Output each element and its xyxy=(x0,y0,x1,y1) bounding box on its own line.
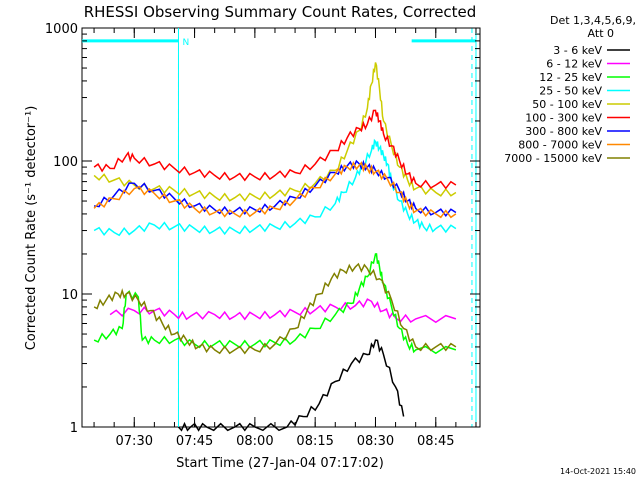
y-tick-label: 100 xyxy=(53,155,78,170)
legend-label: 800 - 7000 keV xyxy=(518,139,602,152)
legend-label: 300 - 800 keV xyxy=(525,125,602,138)
legend-label: 6 - 12 keV xyxy=(546,58,602,71)
series-line xyxy=(93,253,457,355)
legend-label: 12 - 25 keV xyxy=(539,71,602,84)
y-tick-label: 1 xyxy=(70,421,78,436)
x-tick-label: 07:45 xyxy=(176,434,213,449)
plot-frame xyxy=(81,27,481,428)
series-lines xyxy=(93,62,457,432)
x-tick-label: 08:45 xyxy=(417,434,454,449)
series-line xyxy=(93,262,457,355)
chart-title: RHESSI Observing Summary Count Rates, Co… xyxy=(84,3,477,21)
legend-label: 100 - 300 keV xyxy=(525,112,602,125)
x-tick-label: 08:00 xyxy=(236,434,273,449)
series-line xyxy=(177,339,405,432)
y-tick-label: 1000 xyxy=(45,22,78,37)
night-markers: N xyxy=(82,28,477,427)
series-line xyxy=(93,109,457,190)
series-line xyxy=(93,138,457,237)
x-tick-label: 08:30 xyxy=(357,434,394,449)
y-axis-label: Corrected Count Rate (s⁻¹ detector⁻¹) xyxy=(24,106,39,351)
night-label: N xyxy=(182,38,189,48)
series-line xyxy=(93,62,457,202)
legend-label: 7000 - 15000 keV xyxy=(504,152,602,165)
y-tick-label: 10 xyxy=(61,288,78,303)
plot-area xyxy=(81,27,481,428)
series-line xyxy=(93,161,457,219)
x-tick-label: 08:15 xyxy=(296,434,333,449)
legend-label: 3 - 6 keV xyxy=(553,44,602,57)
x-tick-label: 07:30 xyxy=(116,434,153,449)
series-line xyxy=(109,298,457,324)
legend-label: 25 - 50 keV xyxy=(539,85,602,98)
timestamp: 14-Oct-2021 15:40 xyxy=(560,467,636,476)
legend-header: Att 0 xyxy=(588,27,614,40)
legend-header: Det 1,3,4,5,6,9, xyxy=(550,14,636,27)
x-axis-label: Start Time (27-Jan-04 07:17:02) xyxy=(176,456,384,471)
axes: 1 10 100 1000 07:30 07:45 08:00 08:15 08:30 08:45 xyxy=(45,22,480,449)
legend-label: 50 - 100 keV xyxy=(532,98,602,111)
